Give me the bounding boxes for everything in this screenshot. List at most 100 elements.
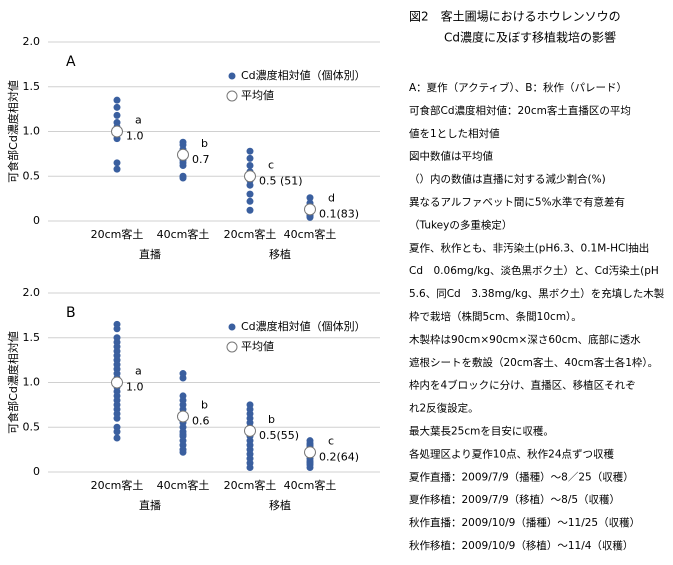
- mean-label: 0.5 (51): [259, 174, 303, 187]
- caption-line: 夏作移植：2009/7/9（移植）～8/5（収穫）: [409, 493, 620, 506]
- y-axis-label: 可食部Cd濃度相対値: [6, 331, 20, 434]
- caption-title: 図2 客土圃場におけるホウレンソウの: [409, 9, 621, 24]
- data-point: [113, 434, 121, 442]
- mean-marker: [111, 376, 123, 389]
- data-point: [179, 162, 187, 170]
- caption-line: 秋作直播：2009/10/9（播種）～11/25（収穫）: [409, 516, 640, 529]
- data-point: [113, 414, 121, 422]
- mean-marker: [244, 424, 256, 437]
- legend-marker: [226, 90, 238, 102]
- data-point: [179, 374, 187, 382]
- x-tick-label: 20cm客土: [91, 227, 144, 241]
- data-point: [113, 103, 121, 111]
- y-axis-label: 可食部Cd濃度相対値: [6, 80, 20, 183]
- caption-line: 枠で栽培（株間5cm、条間10cm）。: [409, 310, 582, 323]
- group-label: 直播: [139, 247, 161, 261]
- caption-line: 異なるアルファベット間に5%水準で有意差有: [409, 196, 625, 209]
- panel-label: A: [66, 54, 76, 70]
- caption-line: 夏作直播：2009/7/9（播種）～8／25（収穫）: [409, 470, 634, 483]
- caption-line: 可食部Cd濃度相対値：20cm客土直播区の平均: [409, 104, 631, 117]
- data-point: [246, 197, 254, 205]
- data-point: [113, 96, 121, 104]
- legend-label: 平均値: [241, 89, 274, 102]
- data-point: [179, 174, 187, 182]
- x-tick-label: 40cm客土: [157, 478, 210, 492]
- legend-label: Cd濃度相対値（個体別）: [241, 68, 366, 82]
- data-point: [113, 165, 121, 173]
- x-tick-label: 20cm客土: [224, 227, 277, 241]
- caption-line: 木製枠は90cm×90cm×深さ60cm、底部に透水: [409, 333, 641, 346]
- data-point: [306, 213, 314, 221]
- caption-line: A：夏作（アクティブ）、B：秋作（パレード）: [409, 81, 627, 94]
- y-tick-label: 1.0: [23, 125, 41, 138]
- y-tick-label: 1.0: [23, 376, 41, 389]
- data-point: [113, 159, 121, 167]
- group-label: 直播: [139, 498, 161, 512]
- data-point: [246, 206, 254, 214]
- panel-label: B: [66, 305, 76, 321]
- mean-marker: [304, 446, 316, 459]
- mean-label: 0.7: [192, 153, 210, 166]
- caption-line: 夏作、秋作とも、非汚染土(pH6.3、0.1M-HCl抽出: [409, 241, 649, 254]
- significance-letter: c: [268, 158, 274, 171]
- data-point: [113, 325, 121, 333]
- x-tick-label: 40cm客土: [157, 227, 210, 241]
- legend-marker: [228, 323, 236, 331]
- significance-letter: a: [135, 365, 142, 378]
- mean-marker: [177, 410, 189, 423]
- caption-line: （Tukeyの多重検定）: [409, 218, 512, 231]
- significance-letter: b: [268, 413, 275, 426]
- legend-label: Cd濃度相対値（個体別）: [241, 319, 366, 333]
- caption-line: 枠内を4ブロックに分け、直播区、移植区それぞ: [409, 379, 636, 392]
- significance-letter: b: [201, 399, 208, 412]
- group-label: 移植: [269, 498, 291, 512]
- caption-line: Cd 0.06mg/kg、淡色黒ボク土）と、Cd汚染土(pH: [409, 264, 659, 277]
- caption-line: 値を1とした相対値: [409, 127, 500, 140]
- legend-marker: [228, 72, 236, 80]
- data-point: [306, 194, 314, 202]
- caption-line: 秋作移植：2009/10/9（移植）～11/4（収穫）: [409, 539, 633, 552]
- y-tick-label: 1.5: [23, 331, 41, 344]
- significance-letter: d: [328, 191, 335, 204]
- mean-label: 1.0: [126, 381, 144, 394]
- x-tick-label: 40cm客土: [284, 478, 337, 492]
- data-point: [179, 448, 187, 456]
- caption-title: Cd濃度に及ぼす移植栽培の影響: [444, 30, 616, 45]
- mean-label: 1.0: [126, 130, 144, 143]
- data-point: [246, 464, 254, 472]
- legend-label: 平均値: [241, 340, 274, 353]
- mean-label: 0.6: [192, 415, 210, 428]
- data-point: [306, 464, 314, 472]
- y-tick-label: 2.0: [23, 35, 41, 48]
- mean-marker: [244, 170, 256, 183]
- y-tick-label: 0: [33, 214, 40, 227]
- data-point: [246, 181, 254, 189]
- y-tick-label: 0.5: [23, 420, 41, 433]
- data-point: [246, 154, 254, 162]
- legend-marker: [226, 341, 238, 353]
- significance-letter: b: [201, 137, 208, 150]
- caption-line: 遮根シートを敷設（20cm客土、40cm客土各1枠）。: [409, 356, 658, 369]
- y-tick-label: 0: [33, 465, 40, 478]
- x-tick-label: 40cm客土: [284, 227, 337, 241]
- caption-line: 最大葉長25cmを目安に収穫。: [409, 425, 554, 438]
- mean-marker: [177, 148, 189, 161]
- data-point: [246, 147, 254, 155]
- mean-label: 0.1(83): [319, 207, 359, 220]
- x-tick-label: 20cm客土: [224, 478, 277, 492]
- x-tick-label: 20cm客土: [91, 478, 144, 492]
- caption-line: れ2反復設定。: [409, 402, 479, 415]
- mean-label: 0.5(55): [259, 429, 299, 442]
- caption-line: 5.6、同Cd 3.38mg/kg、黒ボク土）を充填した木製: [409, 287, 665, 300]
- data-point: [113, 111, 121, 119]
- group-label: 移植: [269, 247, 291, 261]
- y-tick-label: 2.0: [23, 286, 41, 299]
- caption-line: （）内の数値は直播に対する減少割合(%): [409, 173, 606, 186]
- data-point: [246, 190, 254, 198]
- data-point: [113, 428, 121, 436]
- y-tick-label: 1.5: [23, 80, 41, 93]
- significance-letter: a: [135, 114, 142, 127]
- significance-letter: c: [328, 434, 334, 447]
- mean-marker: [304, 203, 316, 216]
